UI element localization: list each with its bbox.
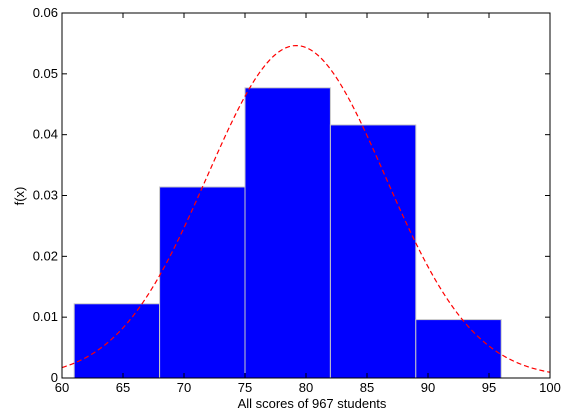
x-tick-label-6: 90 — [421, 380, 435, 395]
y-tick-label-3: 0.03 — [33, 188, 58, 203]
bars-layer — [73, 87, 502, 379]
x-tick-label-5: 85 — [360, 380, 374, 395]
curve-layer — [61, 44, 551, 373]
x-tick-label-8: 100 — [539, 380, 561, 395]
y-tick-label-6: 0.06 — [33, 5, 58, 20]
histogram-bar-1 — [159, 186, 246, 379]
histogram-bar-3 — [329, 124, 417, 379]
histogram-bar-2 — [244, 87, 331, 379]
y-axis-label: f(x) — [12, 187, 27, 206]
x-tick-label-0: 60 — [55, 380, 69, 395]
y-tick-label-0: 0 — [51, 370, 58, 385]
histogram-bar-4 — [415, 319, 502, 379]
y-tick-label-1: 0.01 — [33, 309, 58, 324]
x-tick-label-1: 65 — [116, 380, 130, 395]
density-curve — [61, 44, 551, 373]
y-tick-label-5: 0.05 — [33, 66, 58, 81]
histogram-bar-0 — [73, 303, 161, 379]
x-tick-label-2: 70 — [177, 380, 191, 395]
x-tick-label-3: 75 — [238, 380, 252, 395]
x-axis-label: All scores of 967 students — [238, 396, 387, 411]
ticks-layer: 60 65 70 75 80 85 90 95 100 0 0.01 0.02 0.03 0.04 0.05… — [33, 5, 561, 395]
x-tick-label-7: 95 — [482, 380, 496, 395]
y-tick-label-2: 0.02 — [33, 248, 58, 263]
x-tick-label-4: 80 — [299, 380, 313, 395]
y-tick-label-4: 0.04 — [33, 127, 58, 142]
